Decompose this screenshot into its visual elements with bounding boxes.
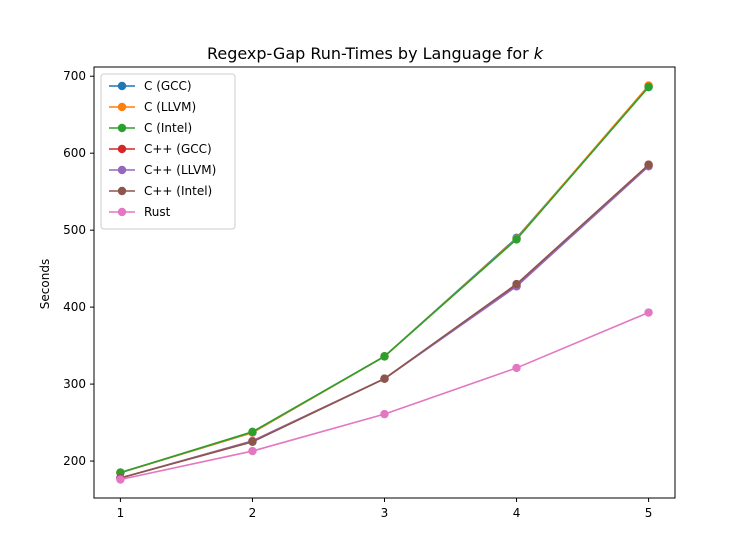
y-tick-label: 500 [63,223,86,237]
legend-label-c-intel: C (Intel) [144,121,192,135]
data-point-rust [380,409,389,419]
chart-title-variable: k [534,44,544,63]
data-point-c-intel [644,82,653,92]
legend-marker-c-llvm [117,102,127,112]
y-tick-label: 700 [63,69,86,83]
data-point-rust [116,475,125,484]
x-tick-label: 1 [117,506,125,520]
legend-label-c-llvm: C (LLVM) [144,100,196,114]
data-point-cpp-intel [380,374,389,383]
legend-marker-c-intel [117,123,127,133]
legend: C (GCC) C (LLVM) C (Intel) C++ (GCC) C++ (LL… [100,73,236,230]
data-point-c-intel [512,235,521,244]
chart-title-text: Regexp-Gap Run-Times by Language for [207,44,534,63]
data-point-cpp-intel [248,437,257,447]
legend-label-cpp-llvm: C++ (LLVM) [144,163,216,177]
data-point-rust [248,446,257,456]
y-tick-label: 200 [63,454,86,468]
y-tick-label: 300 [63,377,86,391]
legend-label-cpp-intel: C++ (Intel) [144,184,212,198]
data-point-c-intel [248,427,257,437]
x-tick-label: 4 [513,506,521,520]
chart-title: Regexp-Gap Run-Times by Language for k [207,44,544,63]
legend-marker-cpp-llvm [117,165,127,175]
data-point-cpp-intel [512,279,521,289]
x-tick-label: 2 [249,506,257,520]
data-point-rust [644,308,653,317]
legend-marker-c-gcc [117,81,127,91]
series-line-rust [120,311,649,481]
y-axis-title: Seconds [38,259,52,309]
data-point-c-intel [380,352,389,361]
plot-area: 1 2 3 4 5 200 300 400 500 600 700 [63,66,676,520]
y-tick-label: 600 [63,146,86,160]
legend-label-c-gcc: C (GCC) [144,79,192,93]
data-point-cpp-intel [644,160,653,169]
legend-marker-rust [117,207,127,217]
x-tick-label: 5 [645,506,653,520]
data-point-rust [512,363,521,373]
legend-label-cpp-gcc: C++ (GCC) [144,142,212,156]
y-tick-label: 400 [63,300,86,314]
legend-marker-cpp-intel [117,186,127,196]
legend-marker-cpp-gcc [117,144,127,154]
x-tick-label: 3 [381,506,389,520]
legend-label-rust: Rust [144,205,171,219]
